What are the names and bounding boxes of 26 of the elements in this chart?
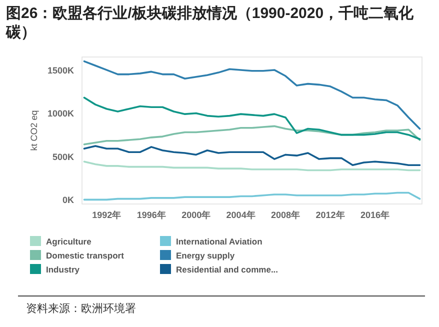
legend-label: Agriculture: [46, 236, 92, 246]
line-series: [83, 125, 421, 146]
line-series: [83, 192, 421, 201]
x-tick-label: 1996年: [136, 210, 166, 220]
text: 资料来源：欧洲环境署: [26, 302, 136, 315]
x-tick-label: 1992年: [92, 210, 122, 220]
y-axis-title: kt CO2 eq: [29, 110, 39, 151]
line-series: [83, 160, 421, 172]
line-series: [83, 96, 421, 140]
y-tick-label: 500K: [52, 152, 74, 162]
legend-label: Energy supply: [176, 250, 235, 260]
legend-label: International Aviation: [176, 236, 262, 246]
x-tick-label: 2008年: [271, 210, 300, 220]
x-tick-label: 2004年: [226, 210, 256, 220]
y-tick-label: 1000K: [47, 108, 74, 119]
x-tick-label: 2012年: [316, 210, 345, 220]
x-tick-label: 2000年: [182, 210, 211, 220]
chart-title: 图26：欧盟各行业/板块碳排放情况（1990-2020，千吨二氧化碳）: [6, 4, 415, 42]
legend-label: Residential and comme...: [176, 264, 278, 274]
y-tick-label: 0K: [62, 195, 74, 206]
legend-label: Industry: [46, 264, 80, 274]
line-series: [83, 145, 421, 166]
legend-label: Domestic transport: [46, 250, 124, 260]
line-series: [83, 60, 421, 130]
x-tick-label: 2016年: [360, 210, 390, 220]
y-tick-label: 1500K: [47, 65, 74, 76]
